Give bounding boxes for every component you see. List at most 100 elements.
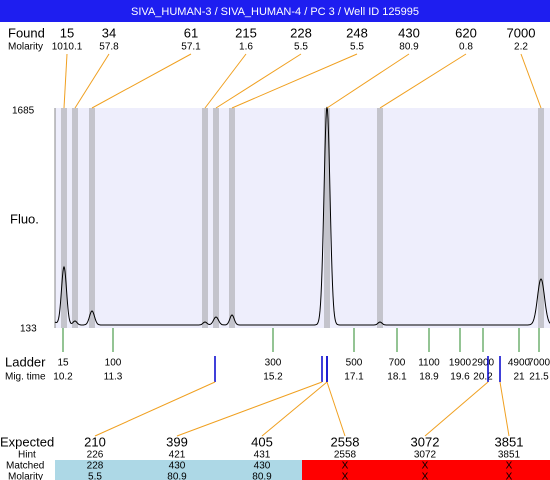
ladder-time: 11.3 bbox=[104, 372, 123, 383]
expected-connector bbox=[326, 381, 346, 437]
ladder-time: 19.6 bbox=[450, 372, 470, 383]
matched-molarity: 5.5 bbox=[88, 472, 102, 480]
matched-molarity: X bbox=[342, 472, 349, 480]
expected-size: 210 bbox=[84, 434, 106, 449]
ladder-size: 2900 bbox=[472, 358, 495, 369]
ladder-time: 15.2 bbox=[263, 372, 283, 383]
ladder-size: 15 bbox=[57, 358, 69, 369]
ladder-size: 700 bbox=[389, 358, 406, 369]
found-size: 34 bbox=[102, 25, 116, 40]
hint-label: Hint bbox=[18, 450, 36, 461]
matched: X bbox=[422, 461, 429, 472]
found-connector bbox=[91, 53, 192, 109]
found-size: 215 bbox=[235, 25, 257, 40]
matched-bg bbox=[55, 460, 302, 480]
ladder-time: 17.1 bbox=[344, 372, 364, 383]
matched-molarity: 80.9 bbox=[167, 472, 187, 480]
found-size: 248 bbox=[346, 25, 368, 40]
hint: 421 bbox=[169, 450, 186, 461]
matched-label: Matched bbox=[6, 461, 44, 472]
expected-connector bbox=[261, 381, 328, 437]
found-molarity: 57.8 bbox=[99, 42, 119, 53]
hint: 2558 bbox=[334, 450, 357, 461]
plot-area bbox=[55, 108, 550, 328]
ladder-time: 10.2 bbox=[53, 372, 73, 383]
found-molarity: 2.2 bbox=[514, 42, 528, 53]
peak-band bbox=[324, 108, 330, 328]
expected-size: 2558 bbox=[331, 434, 360, 449]
peak-band bbox=[202, 108, 208, 328]
ladder-size: 4900 bbox=[508, 358, 531, 369]
ladder-time: 21.5 bbox=[529, 372, 549, 383]
matched: X bbox=[342, 461, 349, 472]
found-size: 15 bbox=[60, 25, 74, 40]
hint: 3072 bbox=[414, 450, 437, 461]
molarity-label: Molarity bbox=[8, 472, 43, 480]
title-bar bbox=[0, 0, 550, 22]
found-molarity: 5.5 bbox=[294, 42, 308, 53]
expected-size: 405 bbox=[251, 434, 273, 449]
ladder-time: 21 bbox=[513, 372, 525, 383]
found-molarity: 1.6 bbox=[239, 42, 253, 53]
found-molarity: 57.1 bbox=[181, 42, 201, 53]
trace bbox=[54, 106, 550, 326]
expected-connector bbox=[499, 381, 510, 437]
matched-molarity: X bbox=[422, 472, 429, 480]
found-size: 7000 bbox=[507, 25, 536, 40]
y-min: 133 bbox=[20, 324, 37, 335]
found-molarity: 1010.1 bbox=[52, 42, 83, 53]
found-size: 228 bbox=[290, 25, 312, 40]
expected-connector bbox=[424, 381, 489, 437]
ladder-size: 1900 bbox=[449, 358, 472, 369]
found-size: 620 bbox=[455, 25, 477, 40]
found-connector bbox=[520, 53, 542, 109]
ladder-time: 18.9 bbox=[419, 372, 439, 383]
found-size: 430 bbox=[398, 25, 420, 40]
matched: 228 bbox=[87, 461, 104, 472]
matched-molarity: 80.9 bbox=[252, 472, 272, 480]
peak-band bbox=[61, 108, 67, 328]
found-molarity-label: Molarity bbox=[8, 42, 43, 53]
found-molarity: 80.9 bbox=[399, 42, 419, 53]
y-max: 1685 bbox=[12, 106, 35, 117]
expected-connector bbox=[176, 381, 323, 437]
ladder-size: 100 bbox=[105, 358, 122, 369]
found-connector bbox=[74, 53, 110, 109]
peak-band bbox=[377, 108, 383, 328]
peak-band bbox=[72, 108, 78, 328]
peak-band bbox=[538, 108, 544, 328]
found-connector bbox=[231, 53, 358, 109]
ladder-size: 300 bbox=[265, 358, 282, 369]
matched-molarity: X bbox=[506, 472, 513, 480]
unmatched-bg bbox=[302, 460, 550, 480]
ladder-size: 7000 bbox=[528, 358, 550, 369]
mig-time-label: Mig. time bbox=[5, 372, 46, 383]
found-connector bbox=[379, 53, 467, 109]
ladder-time: 18.1 bbox=[387, 372, 407, 383]
found-molarity: 5.5 bbox=[350, 42, 364, 53]
found-label: Found bbox=[8, 25, 45, 40]
hint: 226 bbox=[87, 450, 104, 461]
hint: 3851 bbox=[498, 450, 521, 461]
peak-band bbox=[213, 108, 219, 328]
expected-size: 3851 bbox=[495, 434, 524, 449]
found-molarity: 0.8 bbox=[459, 42, 473, 53]
peak-band bbox=[229, 108, 235, 328]
matched: X bbox=[506, 461, 513, 472]
expected-label: Expected bbox=[0, 434, 54, 449]
found-connector bbox=[204, 53, 247, 109]
ladder-label: Ladder bbox=[5, 354, 46, 369]
ladder-size: 1100 bbox=[418, 358, 440, 369]
found-size: 61 bbox=[184, 25, 198, 40]
expected-size: 3072 bbox=[411, 434, 440, 449]
peak-band bbox=[89, 108, 95, 328]
expected-connector bbox=[94, 381, 216, 437]
found-connector bbox=[63, 53, 68, 109]
y-label: Fluo. bbox=[10, 211, 39, 226]
matched: 430 bbox=[254, 461, 271, 472]
ladder-time: 20.2 bbox=[473, 372, 493, 383]
ladder-size: 500 bbox=[346, 358, 363, 369]
expected-size: 399 bbox=[166, 434, 188, 449]
found-connector bbox=[326, 53, 410, 109]
